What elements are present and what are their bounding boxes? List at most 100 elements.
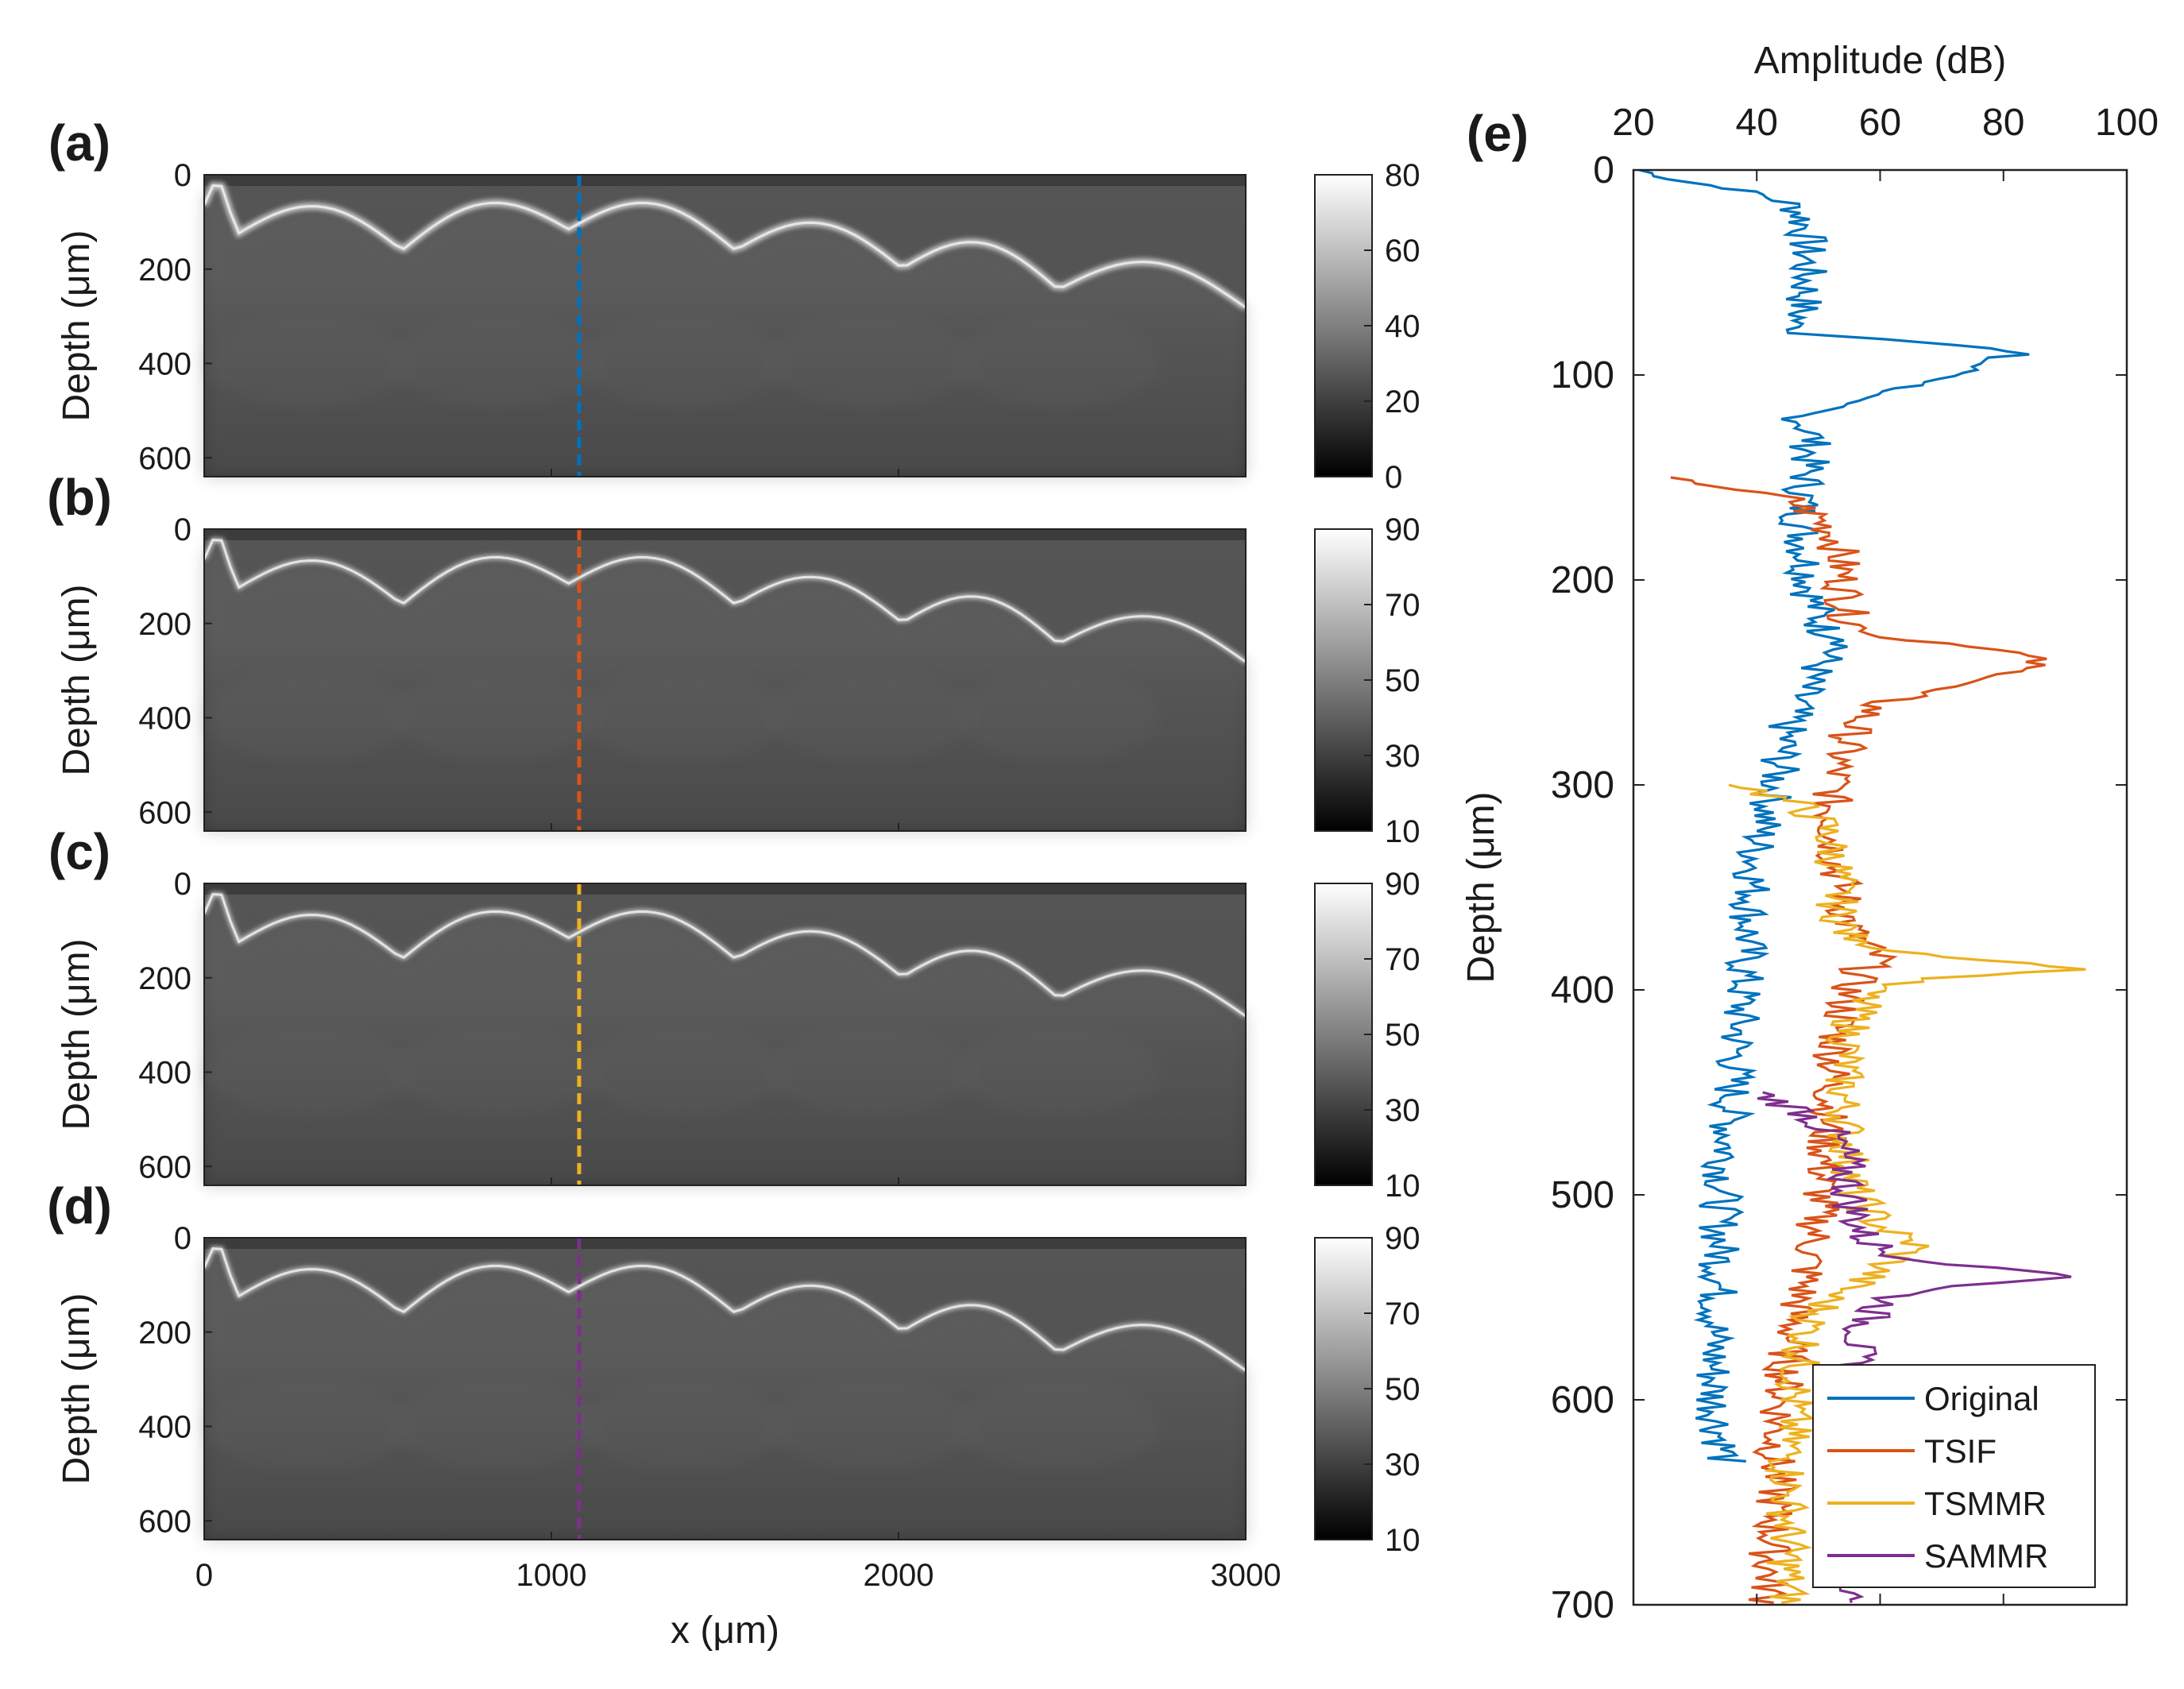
oct-deep-structure [580, 1381, 787, 1469]
panel-label: (e) [1467, 105, 1529, 162]
colorbar-tick-label: 10 [1385, 1169, 1421, 1204]
colorbar-tick-label: 0 [1385, 460, 1402, 495]
x-tick-label: 80 [1982, 102, 2024, 144]
y-tick-label: 600 [138, 1504, 191, 1539]
oct-deep-structure [205, 1381, 412, 1469]
y-tick-label: 0 [174, 512, 191, 547]
x-tick-label: 0 [195, 1558, 213, 1593]
legend-label: Original [1924, 1380, 2039, 1417]
colorbar-tick-label: 80 [1385, 158, 1421, 193]
colorbar-tick-label: 60 [1385, 234, 1421, 269]
axis-frame [203, 1237, 1247, 1540]
colorbar-tick-label: 50 [1385, 663, 1421, 698]
colorbar-tick-label: 30 [1385, 1093, 1421, 1128]
oct-deep-structure [955, 318, 1162, 406]
colorbar-tick-label: 70 [1385, 1297, 1421, 1331]
series-line-tsif [1670, 476, 2047, 1604]
oct-deep-structure [767, 318, 975, 406]
legend: Original TSIF TSMMR SAMMR [1812, 1364, 2096, 1588]
y-tick-label: 200 [138, 607, 191, 642]
oct-deep-structure [580, 1026, 787, 1115]
y-tick-label: 600 [138, 1150, 191, 1185]
colorbar [1314, 1237, 1373, 1540]
oct-deep-structure [955, 672, 1162, 760]
y-tick-label: 600 [138, 795, 191, 830]
oct-deep-structure [767, 1026, 975, 1115]
y-tick-label: 0 [174, 1221, 191, 1256]
x-axis-label: x (μm) [671, 1610, 779, 1652]
y-tick-label: 200 [1551, 559, 1614, 601]
oct-deep-structure [955, 1026, 1162, 1115]
oct-panel-b: (b) 0 200 400 600 Depth (μm) 90 70 50 30 10 [47, 469, 1420, 849]
colorbar-tick-label: 10 [1385, 814, 1421, 849]
oct-deep-structure [767, 672, 975, 760]
colorbar-tick-label: 90 [1385, 1221, 1421, 1256]
oct-deep-structure [580, 672, 787, 760]
axis-frame [203, 883, 1247, 1186]
y-axis-label: Depth (μm) [56, 584, 98, 775]
oct-top-band [204, 175, 1246, 186]
x-tick-label: 40 [1736, 102, 1778, 144]
x-axis-label: Amplitude (dB) [1754, 40, 2006, 82]
oct-deep-structure [205, 672, 412, 760]
y-axis-label: Depth (μm) [56, 938, 98, 1130]
y-tick-label: 200 [138, 961, 191, 996]
oct-deep-structure [767, 1381, 975, 1469]
oct-deep-structure [205, 1026, 412, 1115]
oct-top-band [204, 1238, 1246, 1249]
legend-label: TSIF [1924, 1432, 1997, 1470]
panel-label: (d) [47, 1177, 112, 1235]
legend-box [1812, 1364, 2096, 1588]
y-tick-label: 400 [138, 1056, 191, 1091]
colorbar-tick-label: 50 [1385, 1372, 1421, 1407]
x-tick-label: 20 [1612, 102, 1654, 144]
y-tick-label: 200 [138, 253, 191, 288]
y-tick-label: 400 [138, 1410, 191, 1445]
y-tick-label: 500 [1551, 1174, 1614, 1216]
y-tick-label: 600 [138, 441, 191, 476]
y-tick-label: 400 [138, 701, 191, 736]
oct-deep-structure [392, 1381, 600, 1469]
legend-label: SAMMR [1924, 1537, 2048, 1575]
axis-frame [203, 528, 1247, 832]
colorbar-tick-label: 70 [1385, 942, 1421, 977]
legend-label: TSMMR [1924, 1485, 2047, 1522]
series-line-original [1639, 170, 2030, 1463]
y-axis-label: Depth (μm) [56, 1293, 98, 1484]
y-tick-label: 400 [1551, 969, 1614, 1011]
y-tick-label: 0 [174, 867, 191, 902]
colorbar-tick-label: 90 [1385, 512, 1421, 547]
oct-surface-line [203, 1247, 1247, 1372]
oct-deep-structure [955, 1381, 1162, 1469]
y-tick-label: 600 [1551, 1379, 1614, 1421]
y-tick-label: 100 [1551, 354, 1614, 396]
colorbar [1314, 528, 1373, 832]
oct-surface-line [203, 539, 1247, 663]
y-tick-label: 700 [1551, 1584, 1614, 1626]
colorbar-tick-label: 40 [1385, 309, 1421, 344]
x-tick-label: 100 [2095, 102, 2159, 144]
y-tick-label: 0 [174, 158, 191, 193]
y-axis-label: Depth (μm) [56, 230, 98, 421]
y-tick-label: 400 [138, 347, 191, 382]
colorbar-tick-label: 30 [1385, 1447, 1421, 1482]
panel-label: (b) [47, 469, 112, 526]
x-tick-label: 60 [1859, 102, 1901, 144]
colorbar-tick-label: 10 [1385, 1523, 1421, 1558]
y-tick-label: 0 [1593, 149, 1614, 191]
oct-surface-line [203, 893, 1247, 1018]
x-tick-label: 1000 [516, 1558, 587, 1593]
colorbar [1314, 883, 1373, 1186]
oct-top-band [204, 883, 1246, 895]
colorbar-tick-label: 20 [1385, 385, 1421, 419]
oct-deep-structure [580, 318, 787, 406]
x-tick-label: 3000 [1211, 1558, 1281, 1593]
colorbar [1314, 174, 1373, 477]
oct-deep-structure [205, 318, 412, 406]
axis-frame [203, 174, 1247, 477]
oct-deep-structure [392, 1026, 600, 1115]
panel-label: (c) [48, 823, 110, 880]
